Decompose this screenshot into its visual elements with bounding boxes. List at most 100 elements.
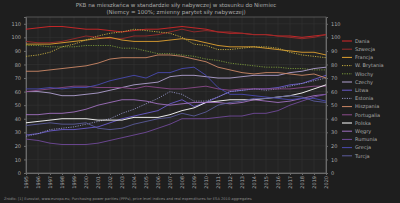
series-lines xyxy=(26,26,326,144)
tick-label: 2007 xyxy=(167,176,173,189)
tick: 40 xyxy=(326,116,337,122)
tick-mark xyxy=(24,159,26,160)
tick-mark xyxy=(290,173,291,175)
legend-label: Turcja xyxy=(354,153,370,160)
tick: 2004 xyxy=(131,173,137,189)
tick-label: 60 xyxy=(15,89,21,95)
legend-swatch xyxy=(342,73,352,74)
tick-label: 2005 xyxy=(143,176,149,189)
x-axis: 1995199619971998199920002001200220032004… xyxy=(23,173,329,189)
grid-line xyxy=(26,64,326,65)
tick: 70 xyxy=(326,75,337,81)
legend-swatch xyxy=(342,57,352,58)
tick: 110 xyxy=(326,21,341,27)
tick-mark xyxy=(326,105,328,106)
tick: 40 xyxy=(15,116,26,122)
legend-label: Portugalia xyxy=(355,112,380,119)
legend: DaniaSzwecjaFrancjaW. BrytaniaWłochyCzec… xyxy=(342,38,384,160)
grid-line xyxy=(98,17,99,173)
tick-label: 2018 xyxy=(299,176,305,189)
grid-line xyxy=(302,17,303,173)
grid-line xyxy=(26,132,326,133)
tick: 2001 xyxy=(95,173,101,189)
legend-item: Turcja xyxy=(342,153,370,160)
grid-line xyxy=(278,17,279,173)
tick-label: 0 xyxy=(331,170,334,176)
tick-mark xyxy=(24,92,26,93)
tick: 2002 xyxy=(107,173,113,189)
grid-line xyxy=(38,17,39,173)
tick-mark xyxy=(24,37,26,38)
legend-item: W. Brytania xyxy=(342,62,384,69)
axis-line xyxy=(327,18,329,174)
plot: 0102030405060708090100110010203040506070… xyxy=(11,17,340,189)
tick-mark xyxy=(24,146,26,147)
legend-item: Hiszpania xyxy=(342,103,379,110)
tick-label: 100 xyxy=(11,34,21,40)
tick: 2003 xyxy=(119,173,125,189)
tick: 30 xyxy=(15,129,26,135)
tick-mark xyxy=(230,173,231,175)
tick-mark xyxy=(326,146,328,147)
tick: 2006 xyxy=(155,173,161,189)
tick-label: 2019 xyxy=(311,176,317,189)
legend-label: Węgry xyxy=(355,128,371,135)
tick-mark xyxy=(326,64,328,65)
tick-mark xyxy=(194,173,195,175)
legend-swatch xyxy=(342,49,352,50)
tick-label: 50 xyxy=(331,102,337,108)
series-line xyxy=(26,94,326,114)
legend-swatch xyxy=(342,65,352,66)
series-line xyxy=(26,75,326,135)
tick: 2013 xyxy=(239,173,245,189)
tick-label: 40 xyxy=(15,116,21,122)
legend-item: Czechy xyxy=(342,79,373,86)
grid-line xyxy=(146,17,147,173)
tick-mark xyxy=(326,51,328,52)
tick: 1998 xyxy=(59,173,65,189)
legend-swatch xyxy=(342,41,352,42)
tick-mark xyxy=(86,173,87,175)
tick: 0 xyxy=(326,170,334,176)
legend-label: Szwecja xyxy=(355,46,375,53)
tick-mark xyxy=(74,173,75,175)
tick: 2018 xyxy=(299,173,305,189)
tick: 20 xyxy=(326,143,337,149)
series-line xyxy=(26,29,326,57)
tick-mark xyxy=(326,92,328,93)
tick: 50 xyxy=(15,102,26,108)
legend-label: Grecja xyxy=(355,144,371,151)
tick: 2017 xyxy=(287,173,293,189)
tick: 10 xyxy=(15,157,26,163)
tick-mark xyxy=(122,173,123,175)
tick-label: 2013 xyxy=(239,176,245,189)
tick-label: 2011 xyxy=(215,176,221,189)
tick-mark xyxy=(24,51,26,52)
tick-label: 30 xyxy=(331,129,337,135)
tick-label: 2020 xyxy=(323,176,329,189)
legend-item: Rumunia xyxy=(342,136,377,142)
legend-label: Rumunia xyxy=(355,136,377,142)
tick-label: 0 xyxy=(18,170,21,176)
tick-label: 2015 xyxy=(263,176,269,189)
grid-line xyxy=(26,91,326,92)
legend-swatch xyxy=(342,131,352,132)
tick: 80 xyxy=(15,62,26,68)
tick-label: 10 xyxy=(331,157,337,163)
tick-mark xyxy=(182,173,183,175)
tick-mark xyxy=(98,173,99,175)
grid-line xyxy=(242,17,243,173)
series-line xyxy=(26,86,326,91)
legend-label: Czechy xyxy=(355,79,373,86)
y-axis: 0102030405060708090100110 xyxy=(11,18,26,177)
series-line xyxy=(26,94,326,144)
grid-line xyxy=(314,17,315,173)
tick-label: 50 xyxy=(15,102,21,108)
grid-line xyxy=(182,17,183,173)
grid-line xyxy=(26,78,326,79)
tick-label: 2008 xyxy=(179,176,185,189)
tick-label: 2001 xyxy=(95,176,101,189)
series-line xyxy=(26,29,326,43)
tick-mark xyxy=(170,173,171,175)
grid-line xyxy=(62,17,63,173)
